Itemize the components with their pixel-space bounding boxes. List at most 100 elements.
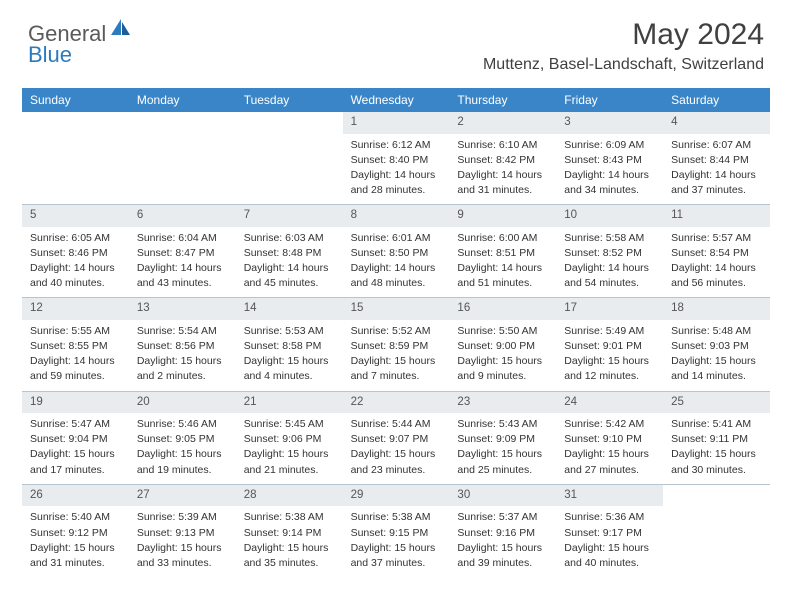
daylight-text: and 30 minutes. [671,463,762,477]
daylight-text: Daylight: 15 hours [457,541,548,555]
daylight-text: Daylight: 14 hours [564,168,655,182]
daylight-text: Daylight: 15 hours [457,447,548,461]
daylight-text: and 4 minutes. [244,369,335,383]
sunset-text: Sunset: 9:07 PM [351,432,442,446]
sunset-text: Sunset: 9:01 PM [564,339,655,353]
sunrise-text: Sunrise: 5:38 AM [351,510,442,524]
daylight-text: Daylight: 14 hours [564,261,655,275]
sunrise-text: Sunrise: 6:05 AM [30,231,121,245]
sunset-text: Sunset: 8:42 PM [457,153,548,167]
day-number [663,485,770,507]
location: Muttenz, Basel-Landschaft, Switzerland [483,56,764,74]
day-number: 13 [129,298,236,320]
daylight-text: Daylight: 14 hours [671,168,762,182]
daylight-text: and 45 minutes. [244,276,335,290]
sunset-text: Sunset: 8:56 PM [137,339,228,353]
sunrise-text: Sunrise: 5:55 AM [30,324,121,338]
cell-body: Sunrise: 6:09 AMSunset: 8:43 PMDaylight:… [556,134,663,205]
daylight-text: Daylight: 14 hours [457,168,548,182]
day-header: Sunday [22,88,129,112]
sunset-text: Sunset: 8:43 PM [564,153,655,167]
calendar-cell: 8Sunrise: 6:01 AMSunset: 8:50 PMDaylight… [343,205,450,297]
cell-body: Sunrise: 5:43 AMSunset: 9:09 PMDaylight:… [449,413,556,484]
calendar-cell: 13Sunrise: 5:54 AMSunset: 8:56 PMDayligh… [129,298,236,390]
sunrise-text: Sunrise: 6:01 AM [351,231,442,245]
day-number [236,112,343,134]
logo-text-blue: Blue [28,42,72,67]
daylight-text: Daylight: 15 hours [137,447,228,461]
sunrise-text: Sunrise: 5:40 AM [30,510,121,524]
daylight-text: Daylight: 15 hours [564,354,655,368]
sunrise-text: Sunrise: 6:03 AM [244,231,335,245]
day-number: 8 [343,205,450,227]
calendar: SundayMondayTuesdayWednesdayThursdayFrid… [22,88,770,577]
day-number: 15 [343,298,450,320]
calendar-cell-empty [236,112,343,204]
day-number: 27 [129,485,236,507]
cell-body: Sunrise: 5:50 AMSunset: 9:00 PMDaylight:… [449,320,556,391]
calendar-cell: 9Sunrise: 6:00 AMSunset: 8:51 PMDaylight… [449,205,556,297]
day-header: Thursday [449,88,556,112]
sunset-text: Sunset: 8:51 PM [457,246,548,260]
cell-body: Sunrise: 5:55 AMSunset: 8:55 PMDaylight:… [22,320,129,391]
daylight-text: and 37 minutes. [671,183,762,197]
sunset-text: Sunset: 8:59 PM [351,339,442,353]
calendar-cell: 14Sunrise: 5:53 AMSunset: 8:58 PMDayligh… [236,298,343,390]
week-row: 12Sunrise: 5:55 AMSunset: 8:55 PMDayligh… [22,297,770,390]
cell-body: Sunrise: 5:49 AMSunset: 9:01 PMDaylight:… [556,320,663,391]
day-header: Monday [129,88,236,112]
sunset-text: Sunset: 8:40 PM [351,153,442,167]
calendar-cell: 2Sunrise: 6:10 AMSunset: 8:42 PMDaylight… [449,112,556,204]
sunset-text: Sunset: 9:10 PM [564,432,655,446]
daylight-text: Daylight: 15 hours [244,447,335,461]
day-number: 16 [449,298,556,320]
sunrise-text: Sunrise: 5:47 AM [30,417,121,431]
calendar-cell: 26Sunrise: 5:40 AMSunset: 9:12 PMDayligh… [22,485,129,577]
daylight-text: Daylight: 14 hours [244,261,335,275]
daylight-text: Daylight: 14 hours [457,261,548,275]
day-number: 2 [449,112,556,134]
daylight-text: and 34 minutes. [564,183,655,197]
sunrise-text: Sunrise: 5:39 AM [137,510,228,524]
daylight-text: and 17 minutes. [30,463,121,477]
cell-body: Sunrise: 5:40 AMSunset: 9:12 PMDaylight:… [22,506,129,577]
sunrise-text: Sunrise: 5:37 AM [457,510,548,524]
calendar-cell: 3Sunrise: 6:09 AMSunset: 8:43 PMDaylight… [556,112,663,204]
daylight-text: and 51 minutes. [457,276,548,290]
sunset-text: Sunset: 9:11 PM [671,432,762,446]
calendar-cell: 11Sunrise: 5:57 AMSunset: 8:54 PMDayligh… [663,205,770,297]
cell-body: Sunrise: 5:39 AMSunset: 9:13 PMDaylight:… [129,506,236,577]
daylight-text: Daylight: 14 hours [671,261,762,275]
calendar-cell: 10Sunrise: 5:58 AMSunset: 8:52 PMDayligh… [556,205,663,297]
daylight-text: and 31 minutes. [30,556,121,570]
sunset-text: Sunset: 9:06 PM [244,432,335,446]
daylight-text: and 7 minutes. [351,369,442,383]
calendar-cell: 28Sunrise: 5:38 AMSunset: 9:14 PMDayligh… [236,485,343,577]
calendar-cell: 17Sunrise: 5:49 AMSunset: 9:01 PMDayligh… [556,298,663,390]
sunrise-text: Sunrise: 5:50 AM [457,324,548,338]
sunrise-text: Sunrise: 5:46 AM [137,417,228,431]
cell-body: Sunrise: 5:52 AMSunset: 8:59 PMDaylight:… [343,320,450,391]
daylight-text: Daylight: 15 hours [30,541,121,555]
daylight-text: and 48 minutes. [351,276,442,290]
sunset-text: Sunset: 8:50 PM [351,246,442,260]
sunrise-text: Sunrise: 5:44 AM [351,417,442,431]
day-number: 29 [343,485,450,507]
day-number: 24 [556,392,663,414]
sunset-text: Sunset: 9:15 PM [351,526,442,540]
day-number [22,112,129,134]
cell-body: Sunrise: 5:36 AMSunset: 9:17 PMDaylight:… [556,506,663,577]
sunset-text: Sunset: 9:16 PM [457,526,548,540]
calendar-cell: 25Sunrise: 5:41 AMSunset: 9:11 PMDayligh… [663,392,770,484]
day-number [129,112,236,134]
cell-body: Sunrise: 6:05 AMSunset: 8:46 PMDaylight:… [22,227,129,298]
daylight-text: and 43 minutes. [137,276,228,290]
calendar-cell: 5Sunrise: 6:05 AMSunset: 8:46 PMDaylight… [22,205,129,297]
calendar-cell: 12Sunrise: 5:55 AMSunset: 8:55 PMDayligh… [22,298,129,390]
sunset-text: Sunset: 8:46 PM [30,246,121,260]
day-headers-row: SundayMondayTuesdayWednesdayThursdayFrid… [22,88,770,112]
sunrise-text: Sunrise: 5:48 AM [671,324,762,338]
daylight-text: and 2 minutes. [137,369,228,383]
daylight-text: and 12 minutes. [564,369,655,383]
daylight-text: and 27 minutes. [564,463,655,477]
